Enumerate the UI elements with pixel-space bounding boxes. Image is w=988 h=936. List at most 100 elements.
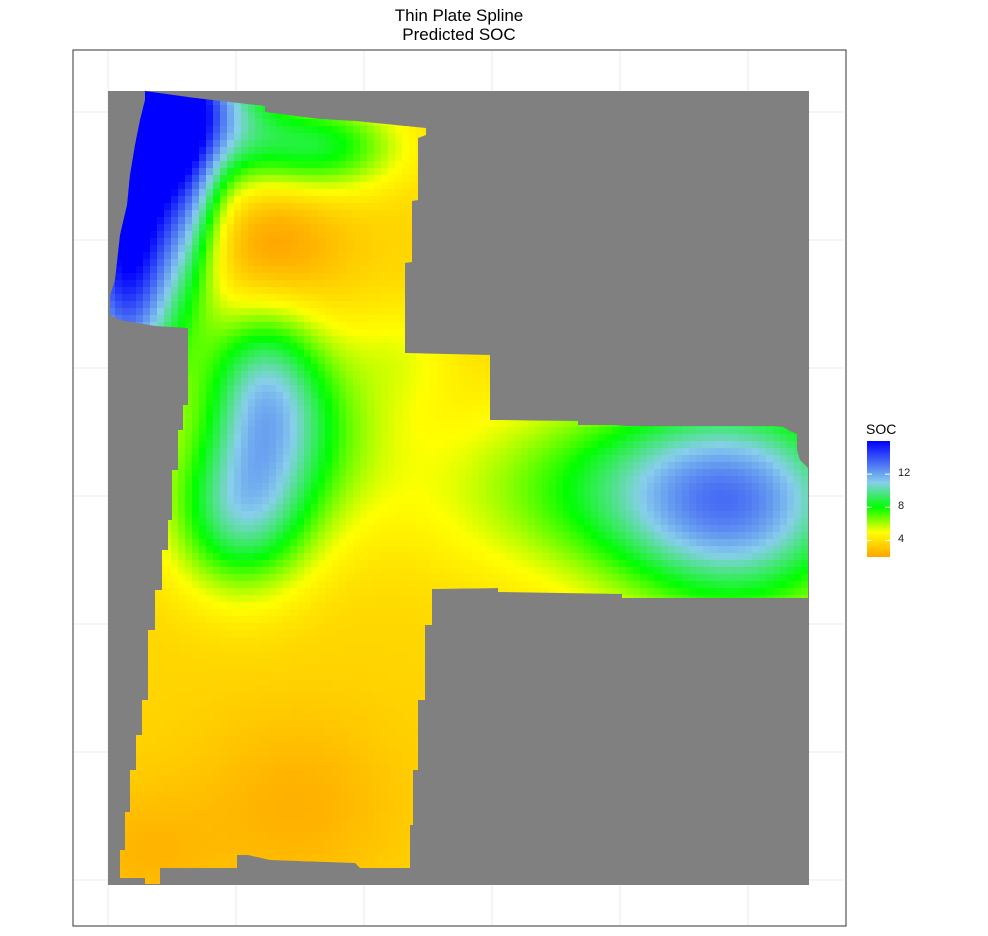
soc-cell — [227, 427, 235, 435]
soc-cell — [150, 91, 158, 99]
soc-cell — [388, 140, 396, 148]
soc-cell — [199, 406, 207, 414]
soc-cell — [360, 161, 368, 169]
soc-cell — [346, 238, 354, 246]
soc-cell — [395, 189, 403, 197]
soc-cell — [346, 273, 354, 281]
soc-cell — [318, 322, 326, 330]
soc-cell — [346, 252, 354, 260]
soc-cell — [304, 336, 312, 344]
soc-cell — [416, 378, 424, 386]
soc-cell — [255, 147, 263, 155]
soc-cell — [318, 350, 326, 358]
soc-cell — [234, 189, 242, 197]
soc-cell — [325, 147, 333, 155]
soc-cell — [381, 140, 389, 148]
soc-cell — [311, 266, 319, 274]
soc-cell — [248, 140, 256, 148]
soc-cell — [346, 133, 354, 141]
soc-cell — [255, 182, 263, 190]
soc-cell — [318, 301, 326, 309]
soc-cell — [262, 140, 270, 148]
soc-cell — [374, 231, 382, 239]
soc-cell — [164, 105, 172, 113]
soc-cell — [297, 189, 305, 197]
soc-cell — [325, 161, 333, 169]
soc-cell — [367, 420, 375, 428]
soc-cell — [367, 350, 375, 358]
soc-cell — [486, 427, 494, 435]
soc-cell — [276, 245, 284, 253]
soc-cell — [381, 252, 389, 260]
soc-cell — [479, 357, 487, 365]
soc-cell — [332, 210, 340, 218]
soc-cell — [549, 427, 557, 435]
soc-cell — [220, 406, 228, 414]
soc-cell — [248, 308, 256, 316]
soc-cell — [402, 140, 410, 148]
soc-cell — [318, 392, 326, 400]
soc-cell — [773, 427, 781, 435]
soc-cell — [171, 140, 179, 148]
soc-cell — [318, 140, 326, 148]
soc-cell — [311, 245, 319, 253]
soc-cell — [339, 252, 347, 260]
soc-cell — [346, 350, 354, 358]
soc-cell — [185, 392, 193, 400]
soc-cell — [248, 133, 256, 141]
soc-cell — [241, 133, 249, 141]
soc-cell — [808, 301, 816, 309]
soc-cell — [234, 406, 242, 414]
soc-cell — [738, 427, 746, 435]
soc-cell — [241, 224, 249, 232]
soc-cell — [171, 294, 179, 302]
soc-cell — [325, 399, 333, 407]
soc-cell — [325, 371, 333, 379]
soc-cell — [381, 322, 389, 330]
soc-cell — [290, 280, 298, 288]
soc-cell — [269, 287, 277, 295]
soc-cell — [339, 329, 347, 337]
soc-cell — [136, 217, 144, 225]
soc-cell — [388, 420, 396, 428]
soc-cell — [451, 413, 459, 421]
soc-cell — [423, 364, 431, 372]
soc-cell — [248, 203, 256, 211]
soc-cell — [808, 343, 816, 351]
soc-cell — [220, 385, 228, 393]
soc-cell — [402, 245, 410, 253]
soc-cell — [185, 329, 193, 337]
soc-cell — [367, 224, 375, 232]
soc-cell — [332, 182, 340, 190]
soc-cell — [150, 154, 158, 162]
soc-cell — [339, 336, 347, 344]
soc-cell — [164, 294, 172, 302]
soc-cell — [311, 322, 319, 330]
soc-cell — [262, 434, 270, 442]
soc-cell — [437, 392, 445, 400]
soc-cell — [696, 427, 704, 435]
soc-cell — [248, 434, 256, 442]
soc-cell — [220, 112, 228, 120]
soc-cell — [192, 238, 200, 246]
soc-cell — [129, 301, 137, 309]
soc-cell — [465, 427, 473, 435]
soc-cell — [283, 266, 291, 274]
soc-cell — [199, 273, 207, 281]
soc-cell — [262, 182, 270, 190]
soc-cell — [227, 217, 235, 225]
soc-cell — [234, 266, 242, 274]
soc-cell — [178, 259, 186, 267]
soc-cell — [346, 287, 354, 295]
soc-cell — [297, 252, 305, 260]
soc-cell — [234, 182, 242, 190]
soc-cell — [192, 399, 200, 407]
soc-cell — [227, 273, 235, 281]
soc-cell — [227, 133, 235, 141]
soc-cell — [381, 154, 389, 162]
soc-cell — [269, 280, 277, 288]
soc-cell — [311, 189, 319, 197]
soc-cell — [318, 273, 326, 281]
soc-cell — [311, 392, 319, 400]
soc-cell — [213, 105, 221, 113]
